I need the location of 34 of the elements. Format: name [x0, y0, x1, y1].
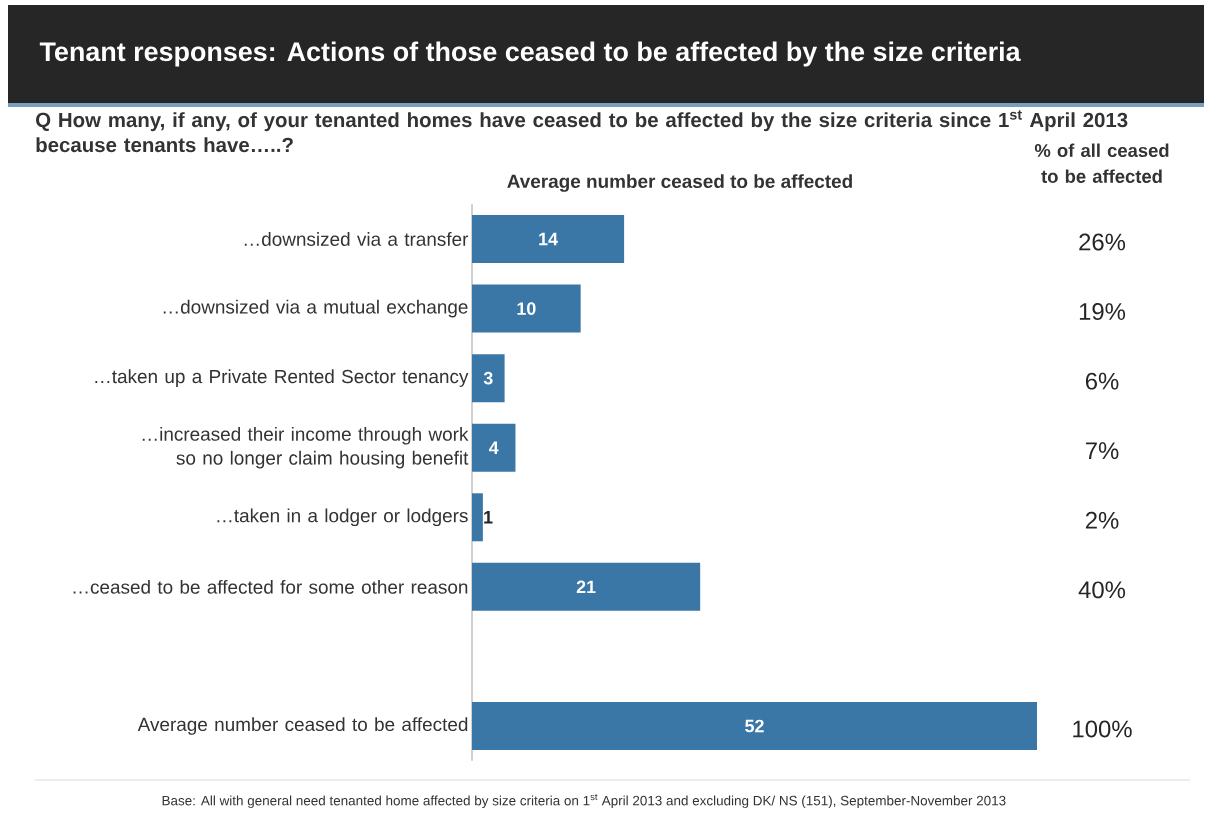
- bar: [472, 354, 505, 403]
- text: Base: All with general need tenanted home affected by size criteria on 1$^{st}$ April 2013 and excluding DK/ NS (151), September-November 2013: [162, 793, 1006, 809]
- bar: [472, 701, 1037, 750]
- data-label: 10: [517, 302, 536, 315]
- text: 7%: [1085, 442, 1119, 460]
- bar: [472, 215, 625, 263]
- data-label: 21: [576, 580, 596, 594]
- text: % of all ceased to be affected: [1034, 143, 1169, 183]
- y-tick-label: Average number ceased to be affected: [137, 717, 468, 735]
- bar: [472, 284, 581, 333]
- x-axis-title: Average number ceased to be affected: [507, 174, 852, 192]
- text: because tenants have…..?: [36, 137, 293, 153]
- bar: [472, 423, 516, 472]
- text: 100%: [1073, 720, 1132, 738]
- chart-title: Tenant responses: Actions of those ceased to be affected by the size criteria: [39, 41, 1021, 67]
- data-label: 14: [539, 232, 558, 246]
- data-label: 4: [489, 441, 499, 454]
- y-tick-label: …taken in a lodger or lodgers: [217, 508, 468, 527]
- y-tick-label: …ceased to be affected for some other reason: [73, 579, 468, 594]
- text: Q How many, if any, of your tenanted homes have ceased to be affected by the size criteria since 1$^{st}$ April 2013: [36, 110, 1128, 132]
- text: 6%: [1085, 372, 1119, 390]
- y-tick-label: …downsized via a transfer: [244, 232, 469, 246]
- text: 26%: [1079, 233, 1126, 251]
- y-tick-label: …taken up a Private Rented Sector tenancy: [95, 369, 469, 387]
- text: 40%: [1078, 581, 1126, 599]
- data-label: 52: [745, 719, 764, 733]
- y-tick-label: …increased their income through work so no longer claim housing benefit: [142, 426, 469, 469]
- text: 19%: [1079, 303, 1126, 321]
- y-tick-label: …downsized via a mutual exchange: [163, 299, 468, 318]
- data-label: 3: [483, 371, 493, 385]
- data-label: 1: [484, 511, 493, 524]
- bar: [472, 493, 483, 542]
- bar: [472, 562, 701, 611]
- text: 2%: [1085, 511, 1119, 529]
